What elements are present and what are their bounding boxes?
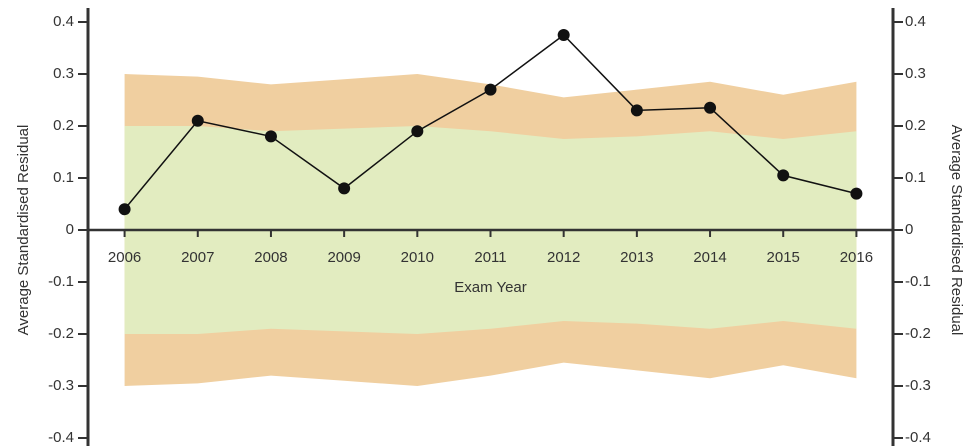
marker: [484, 83, 497, 96]
x-tick-label: 2008: [254, 249, 287, 266]
y-axis-title: Average Standardised Residual: [15, 125, 32, 336]
y-tick-label: 0: [66, 221, 74, 238]
marker: [118, 203, 131, 216]
marker: [777, 169, 790, 182]
y-tick-label: 0.2: [53, 117, 74, 134]
marker: [411, 125, 424, 138]
y2-tick-label: 0.3: [905, 65, 926, 82]
y2-tick-label: -0.1: [905, 273, 931, 290]
y2-tick-label: -0.2: [905, 325, 931, 342]
marker: [630, 104, 643, 117]
y2-tick-label: -0.3: [905, 377, 931, 394]
marker: [557, 29, 570, 41]
y2-tick-label: 0.2: [905, 117, 926, 134]
x-tick-label: 2007: [181, 249, 214, 266]
y2-tick-label: 0: [905, 221, 913, 238]
x-tick-label: 2011: [474, 249, 506, 266]
y-tick-label: -0.1: [48, 273, 74, 290]
x-tick-label: 2009: [327, 249, 360, 266]
marker: [338, 182, 351, 195]
x-tick-label: 2015: [767, 249, 800, 266]
y-tick-label: -0.3: [48, 377, 74, 394]
x-tick-label: 2016: [840, 249, 873, 266]
x-tick-label: 2013: [620, 249, 653, 266]
y2-axis-title: Average Standardised Residual: [948, 125, 965, 336]
y2-tick-label: 0.1: [905, 169, 926, 186]
y2-tick-label: -0.4: [905, 429, 931, 446]
x-axis-title: Exam Year: [454, 279, 527, 296]
x-tick-label: 2006: [108, 249, 141, 266]
marker: [704, 101, 717, 114]
x-tick-label: 2010: [401, 249, 434, 266]
y2-tick-label: 0.4: [905, 13, 926, 30]
y-tick-label: -0.4: [48, 429, 74, 446]
y-tick-label: -0.2: [48, 325, 74, 342]
marker: [264, 130, 277, 143]
x-tick-label: 2012: [547, 249, 580, 266]
y-tick-label: 0.3: [53, 65, 74, 82]
x-tick-label: 2014: [693, 249, 726, 266]
y-tick-label: 0.4: [53, 13, 74, 30]
marker: [191, 114, 204, 127]
y-tick-label: 0.1: [53, 169, 74, 186]
marker: [850, 187, 863, 200]
